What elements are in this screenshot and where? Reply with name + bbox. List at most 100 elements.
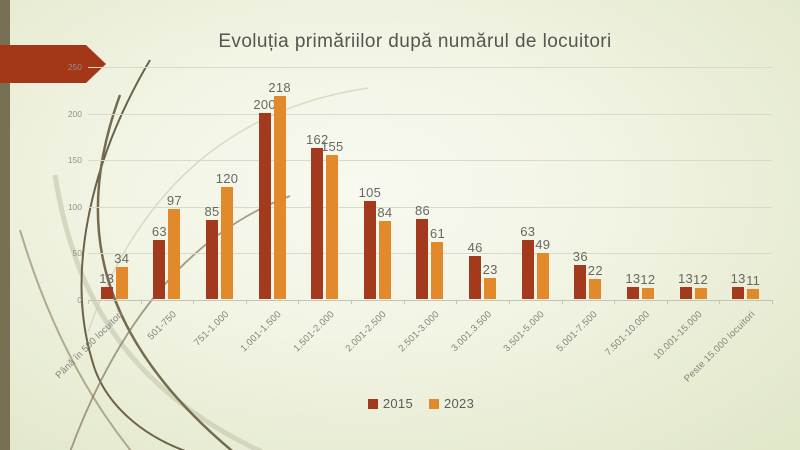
bar-group: 105 84 — [351, 67, 404, 299]
legend-item-2023: 2023 — [429, 396, 474, 411]
bar-2023-c13: 11 — [746, 273, 760, 299]
y-axis-label: 250 — [67, 62, 82, 72]
bar-value-label: 97 — [166, 192, 182, 208]
bar-value-label: 22 — [587, 262, 603, 278]
bar-value-label: 86 — [414, 202, 431, 218]
gridline-150 — [88, 160, 772, 162]
bar-2015-c3: 85 — [204, 204, 219, 299]
bar-group: 86 61 — [404, 67, 457, 299]
bar-value-label: 12 — [640, 271, 656, 287]
bar-group: 13 12 — [614, 67, 667, 299]
bar-group: 13 11 — [719, 67, 772, 299]
bar-group: 200 218 — [246, 67, 299, 299]
bar-2015-c7: 86 — [415, 203, 430, 299]
bar-value-label: 63 — [520, 224, 536, 240]
bar-value-label: 84 — [377, 204, 393, 220]
gridline-200 — [88, 113, 772, 115]
axis-tick — [614, 300, 616, 304]
slide-title: Evoluția primăriilor după numărul de loc… — [218, 31, 612, 52]
bar-2015-c12: 13 — [678, 271, 693, 299]
x-axis-line — [88, 300, 772, 301]
axis-tick — [245, 300, 247, 304]
y-axis-label: 200 — [67, 108, 82, 119]
legend-swatch-2015 — [367, 398, 378, 409]
axis-tick — [561, 300, 563, 304]
bar-value-label: 120 — [215, 171, 239, 187]
y-axis-label: 100 — [67, 201, 82, 212]
bar-2023-c12: 12 — [693, 272, 708, 299]
bar-value-label: 13 — [678, 270, 694, 286]
axis-tick — [719, 300, 721, 304]
bar-2023-c5: 155 — [321, 139, 343, 299]
bar-group: 63 97 — [141, 67, 194, 299]
bar-value-label: 13 — [99, 270, 115, 286]
bar-group: 162 155 — [298, 67, 351, 299]
bar-group: 63 49 — [509, 67, 562, 299]
axis-tick — [140, 300, 142, 304]
bar-value-label: 49 — [535, 237, 551, 253]
bar-value-label: 13 — [625, 270, 641, 286]
bar-group: 13 12 — [667, 67, 720, 299]
axis-tick — [351, 300, 353, 304]
bar-group: 13 34 — [88, 67, 141, 299]
bar-value-label: 12 — [693, 271, 709, 287]
left-edge-stripe — [0, 0, 10, 450]
chart-legend: 2015 2023 — [42, 396, 800, 411]
bar-2015-c4: 200 — [253, 97, 276, 299]
bar-value-label: 13 — [730, 270, 746, 286]
legend-swatch-2023 — [429, 398, 439, 409]
bar-value-label: 36 — [572, 249, 588, 265]
bar-value-label: 162 — [305, 132, 329, 148]
axis-tick — [772, 300, 773, 304]
axis-tick — [298, 300, 300, 304]
bar-2023-c3: 120 — [216, 171, 238, 299]
y-axis-label: 150 — [67, 155, 82, 166]
bar-2023-c2: 97 — [167, 193, 182, 299]
bar-2023-c11: 12 — [640, 272, 655, 299]
bar-value-label: 46 — [467, 240, 483, 256]
axis-tick — [193, 300, 195, 304]
bar-2015-c11: 13 — [625, 271, 640, 299]
bar-2015-c5: 162 — [306, 132, 328, 299]
bar-2023-c10: 22 — [588, 263, 603, 299]
bar-2023-c9: 49 — [535, 237, 550, 299]
bar-2015-c8: 46 — [468, 240, 482, 299]
bar-value-label: 105 — [358, 185, 382, 201]
bar-value-label: 155 — [320, 138, 344, 154]
axis-tick — [666, 300, 668, 304]
bar-value-label: 11 — [746, 272, 761, 288]
bar-value-label: 218 — [268, 79, 291, 95]
axis-tick — [508, 300, 510, 304]
legend-label-2023: 2023 — [444, 396, 475, 411]
bar-2015-c9: 63 — [520, 224, 535, 299]
bar-value-label: 23 — [482, 261, 498, 277]
axis-tick — [456, 300, 458, 304]
bar-2015-c2: 63 — [152, 224, 167, 299]
bar-2023-c7: 61 — [430, 226, 445, 299]
bar-value-label: 61 — [429, 226, 446, 242]
bar-group: 46 23 — [456, 67, 509, 299]
axis-tick — [403, 300, 405, 304]
bar-2015-c6: 105 — [359, 185, 381, 299]
bar-value-label: 200 — [253, 96, 276, 112]
gridline-100 — [88, 206, 772, 208]
bar-value-label: 63 — [151, 224, 167, 240]
bar-group: 85 120 — [193, 67, 246, 299]
legend-label-2015: 2015 — [382, 396, 413, 411]
bar-2023-c8: 23 — [483, 262, 497, 299]
bar-chart: 0 50 100 150 200 250 13 34 Până în 500 locuitori… — [54, 62, 773, 384]
bar-2023-c6: 84 — [377, 205, 392, 299]
bar-2015-c1: 13 — [99, 271, 114, 299]
gridline-50 — [88, 253, 772, 255]
y-axis-label: 50 — [72, 248, 82, 259]
bar-value-label: 85 — [204, 203, 220, 219]
bar-2023-c4: 218 — [268, 80, 291, 299]
bar-group: 36 22 — [562, 67, 615, 299]
bar-2015-c13: 13 — [731, 271, 745, 299]
bar-2023-c1: 34 — [114, 251, 129, 299]
bar-value-label: 34 — [114, 251, 130, 267]
y-axis-label: 0 — [77, 295, 82, 305]
